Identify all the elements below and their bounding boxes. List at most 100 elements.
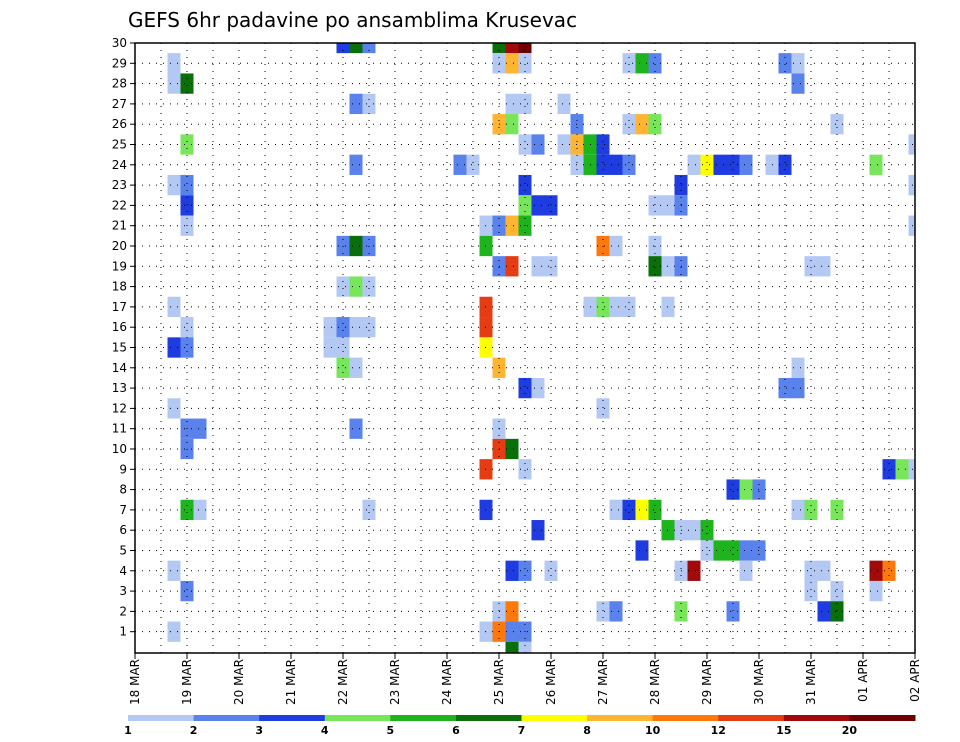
heatmap-cell [180,195,194,216]
heatmap-cell [648,114,662,135]
heatmap-cell [180,174,194,196]
y-tick-label: 27 [112,97,127,111]
heatmap-cell [505,43,519,54]
heatmap-cell [908,215,915,236]
y-tick-label: 4 [119,564,127,578]
x-tick-label: 31 MAR [804,659,818,705]
heatmap-cell [531,520,545,541]
x-tick-label: 18 MAR [128,659,142,705]
heatmap-cell [193,418,207,439]
heatmap-cell [882,560,896,581]
heatmap-cell [518,377,532,399]
heatmap-cell [505,641,519,653]
heatmap-cell [466,154,480,175]
heatmap-cell [804,499,818,521]
colorbar-label: 4 [321,724,329,737]
x-tick-label: 02 APR [908,659,922,702]
dotted-grid [135,42,915,653]
heatmap-cell [622,154,636,175]
colorbar-segment [193,715,260,721]
heatmap-cell [700,154,714,175]
heatmap-cell [635,499,649,521]
x-axis-ticks: 18 MAR 19 MAR 20 MAR 21 MAR 22 MAR 23 MAR 24 M… [128,653,922,705]
heatmap-cell [492,43,506,54]
heatmap-cell [505,114,519,135]
heatmap-cell [518,641,532,653]
heatmap-cell [739,479,753,500]
heatmap-cell [804,580,818,602]
heatmap-cell [830,114,844,135]
colorbar-segment [587,715,654,721]
heatmap-cell [726,601,740,622]
y-tick-label: 22 [112,198,127,212]
heatmap-cell [648,195,662,216]
heatmap-cell [804,560,818,581]
colorbar-segment [128,715,195,721]
heatmap-cell [557,93,571,115]
heatmap-cell [726,540,740,561]
heatmap-cell [622,499,636,521]
colorbar-label: 5 [387,724,395,737]
colorbar-segment [259,715,326,721]
heatmap-cell [791,499,805,521]
x-tick-label: 24 MAR [440,659,454,705]
heatmap-cell [180,73,194,94]
heatmap-cell [349,93,363,115]
x-tick-label: 19 MAR [180,659,194,705]
heatmap-cell [349,154,363,175]
chart-title: GEFS 6hr padavine po ansamblima Krusevac [128,8,577,32]
colorbar-label: 20 [842,724,858,737]
heatmap-cell [596,398,610,419]
heatmap-cell [609,601,623,622]
heatmap-cell [869,580,883,602]
heatmap-cell [349,43,363,54]
x-tick-label: 22 MAR [336,659,350,705]
y-tick-label: 24 [112,158,127,172]
heatmap-cell [167,398,181,419]
heatmap-cell [531,134,545,155]
heatmap-cell [713,540,727,561]
heatmap-cell [505,560,519,581]
colorbar-segment [390,715,457,721]
heatmap-cell [180,499,194,521]
heatmap-cell [505,256,519,277]
heatmap-cell [323,337,337,358]
colorbar-segment [783,715,850,721]
heatmap-cell [635,53,649,74]
colorbar-label: 2 [190,724,198,737]
y-tick-label: 11 [112,422,127,436]
heatmap-cell [349,317,363,338]
colorbar-segment [455,715,522,721]
y-tick-label: 25 [112,137,127,151]
heatmap-cell [700,520,714,541]
y-tick-label: 12 [112,401,127,415]
heatmap-cell [349,357,363,378]
heatmap-cell [596,154,610,175]
heatmap-cell [362,317,376,338]
y-tick-label: 1 [119,625,127,639]
heatmap-cell [739,540,753,561]
heatmap-cell [180,438,194,460]
heatmap-cell [908,134,915,155]
heatmap-cell [544,195,558,216]
x-tick-label: 30 MAR [752,659,766,705]
x-tick-label: 28 MAR [648,659,662,705]
heatmap-cell [726,154,740,175]
colorbar-segment [718,715,785,721]
colorbar-label: 3 [255,724,263,737]
heatmap-cell [531,377,545,399]
y-tick-label: 10 [112,442,127,456]
heatmap-cell [557,134,571,155]
y-tick-label: 2 [119,604,127,618]
heatmap-cell [622,296,636,318]
y-tick-label: 21 [112,219,127,233]
heatmap-cell [700,540,714,561]
y-tick-label: 26 [112,117,127,131]
colorbar-label: 10 [645,724,661,737]
heatmap-cell [518,43,532,54]
y-tick-label: 5 [119,543,127,557]
heatmap-cell [531,195,545,216]
heatmap-cell [180,337,194,358]
heatmap-cell [362,93,376,115]
